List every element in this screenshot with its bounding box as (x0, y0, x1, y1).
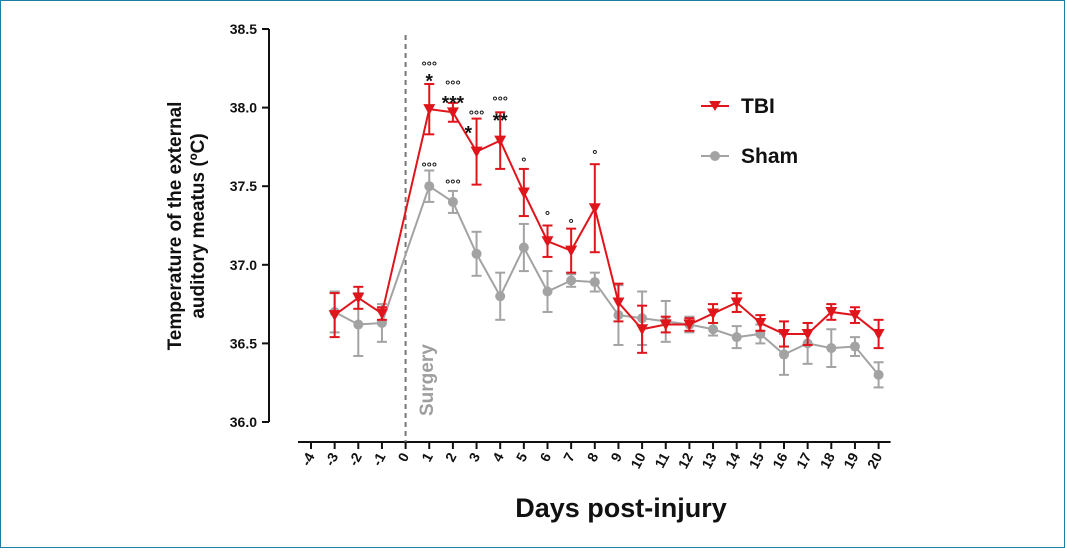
x-tick-label: 3 (465, 450, 483, 465)
legend-tbi-label: TBI (741, 95, 775, 118)
x-tick-label: 18 (817, 450, 839, 471)
tbi-point (778, 328, 790, 340)
significance-annotation: °°° (492, 93, 508, 108)
sham-point (731, 332, 742, 343)
tbi-point (423, 104, 436, 116)
x-tick-label: 0 (394, 450, 412, 465)
significance-annotation: * (465, 124, 473, 145)
sham-point (873, 369, 884, 380)
y-axis-title: Temperature of the external auditory mea… (165, 102, 209, 351)
sham-point (518, 242, 529, 253)
tbi-point (446, 107, 459, 119)
sham-point (708, 324, 719, 335)
significance-annotation: °°° (445, 177, 461, 192)
sham-point (589, 277, 600, 288)
plot-area: *°°°***°°°°°°***°°°°°°°°°°°°° (328, 35, 885, 442)
x-tick-label: 5 (513, 450, 531, 465)
x-tick-label: -2 (345, 450, 365, 469)
sham-point (779, 349, 789, 360)
tbi-point (375, 308, 388, 320)
tbi-point (754, 317, 767, 329)
tbi-point (848, 310, 861, 322)
x-tick-label: -4 (298, 450, 318, 469)
sham-point (471, 248, 482, 259)
tbi-point (707, 308, 720, 320)
x-tick-label: 1 (418, 450, 436, 465)
tbi-point (541, 236, 554, 248)
legend-sham-marker (710, 151, 720, 161)
tbi-point (470, 146, 483, 158)
x-tick-label: 12 (675, 450, 697, 471)
sham-point (849, 341, 860, 352)
x-tick-label: 15 (746, 450, 768, 471)
tbi-point (683, 319, 696, 331)
y-axis-title-line2: auditory meatus (ºC) (188, 133, 209, 318)
x-tick-label: 14 (722, 450, 744, 471)
significance-annotation: ° (521, 155, 526, 170)
significance-annotation: *** (442, 94, 465, 115)
significance-annotation: ° (545, 208, 550, 223)
surgery-label: Surgery (417, 344, 438, 416)
sham-point (826, 343, 837, 354)
tbi-point (612, 297, 625, 309)
x-tick-label: 17 (793, 450, 815, 471)
x-tick-label: -1 (369, 450, 389, 469)
significance-annotation: °°° (445, 78, 461, 93)
tbi-point (636, 324, 649, 336)
tbi-point (825, 306, 838, 318)
tbi-point (588, 203, 601, 215)
significance-annotation: °°° (421, 59, 437, 74)
x-tick-label: 13 (698, 450, 720, 471)
sham-point (353, 319, 364, 330)
significance-annotation: ** (493, 111, 508, 132)
x-tick-label: 7 (560, 450, 578, 465)
legend: TBI Sham (701, 95, 798, 168)
y-tick-label: 36.0 (230, 414, 257, 430)
sham-point (447, 196, 458, 207)
tbi-point (494, 135, 507, 147)
sham-point (566, 275, 577, 286)
legend-sham-label: Sham (741, 145, 798, 168)
significance-annotation: °°° (469, 107, 485, 122)
significance-annotation: ° (592, 147, 597, 162)
x-axis-title: Days post-injury (515, 493, 727, 523)
y-axis-title-line1: Temperature of the external (165, 102, 186, 351)
tbi-point (801, 328, 814, 340)
tbi-point (517, 187, 530, 199)
tbi-point (352, 292, 365, 304)
tbi-point (730, 297, 743, 309)
significance-annotation: °°° (421, 159, 437, 174)
x-tick-label: 10 (627, 450, 649, 471)
tbi-point (872, 328, 885, 340)
y-tick-label: 36.5 (230, 335, 257, 351)
x-tick-label: 20 (864, 450, 886, 471)
x-tick-label: 6 (536, 450, 554, 465)
significance-annotation: ° (569, 216, 574, 231)
x-tick-label: 9 (607, 450, 625, 465)
y-tick-label: 37.5 (230, 178, 257, 194)
y-tick-label: 38.5 (230, 21, 257, 37)
x-tick-label: 8 (584, 450, 602, 465)
tbi-point (565, 245, 578, 257)
sham-point (495, 291, 506, 302)
y-tick-label: 37.0 (230, 257, 257, 273)
legend-tbi-marker (709, 101, 721, 111)
x-tick-label: -3 (321, 450, 341, 469)
x-tick-label: 4 (489, 450, 507, 465)
tbi-point (328, 310, 341, 322)
sham-point (542, 286, 553, 297)
x-tick-label: 19 (840, 450, 862, 471)
x-tick-label: 11 (651, 450, 672, 471)
significance-annotation: * (426, 72, 434, 93)
tbi-point (659, 319, 672, 331)
sham-point (424, 181, 435, 192)
x-tick-label: 2 (442, 450, 460, 465)
y-tick-label: 38.0 (230, 100, 257, 116)
x-tick-label: 16 (769, 450, 791, 471)
